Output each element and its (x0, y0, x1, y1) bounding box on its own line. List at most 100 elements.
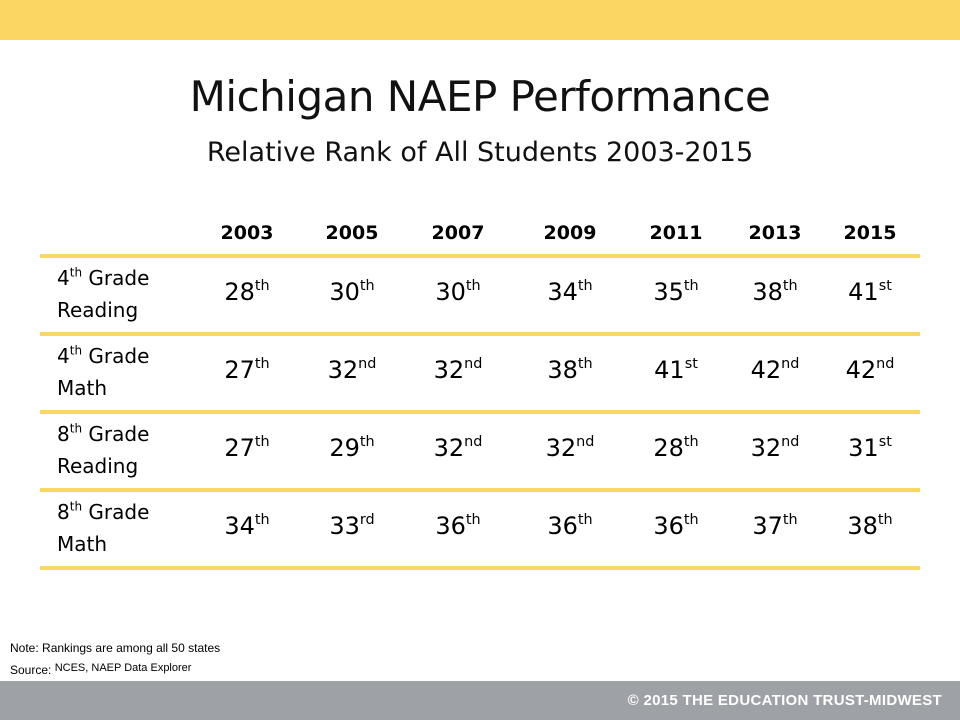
rank-suffix: th (254, 277, 270, 294)
row-label-ordinal: 4 (57, 266, 70, 290)
rank-cell: 28th (626, 434, 726, 462)
row-divider (40, 488, 920, 492)
rank-number: 31 (848, 434, 879, 462)
row-label-grade: Grade (88, 422, 150, 446)
rank-cell: 33rd (302, 512, 402, 540)
rank-suffix: st (878, 277, 892, 294)
rank-number: 27 (224, 434, 255, 462)
row-label-ordinal: 4 (57, 344, 70, 368)
rank-suffix: th (359, 433, 375, 450)
row-divider (40, 410, 920, 414)
rank-cell: 38th (520, 356, 620, 384)
row-label-subject: Math (57, 532, 108, 556)
row-divider (40, 332, 920, 336)
row-label-ordinal: 8 (57, 422, 70, 446)
rank-cell: 35th (626, 278, 726, 306)
rank-suffix: th (465, 511, 481, 528)
row-label-grade: Grade (88, 500, 150, 524)
rank-number: 29 (329, 434, 360, 462)
rank-cell: 34th (197, 512, 297, 540)
rank-number: 33 (329, 512, 360, 540)
rank-suffix: th (683, 511, 699, 528)
rank-number: 41 (654, 356, 685, 384)
rank-cell: 36th (626, 512, 726, 540)
rank-number: 36 (547, 512, 578, 540)
rank-suffix: nd (464, 433, 483, 450)
rank-suffix: st (878, 433, 892, 450)
page-title: Michigan NAEP Performance (189, 72, 771, 121)
year-header: 2015 (843, 222, 897, 244)
rank-number: 30 (435, 278, 466, 306)
year-header: 2003 (220, 222, 274, 244)
source-line: Source: NCES, NAEP Data Explorer (10, 662, 191, 677)
rank-cell: 29th (302, 434, 402, 462)
rank-cell: 41st (626, 356, 726, 384)
rank-suffix: th (254, 355, 270, 372)
rank-number: 37 (752, 512, 783, 540)
rank-suffix: th (683, 277, 699, 294)
rank-table: 2003 2005 2007 2009 2011 2013 2015 4th Grade Re… (40, 210, 920, 570)
rank-suffix: nd (781, 355, 800, 372)
note-line: Note: Rankings are among all 50 states (10, 641, 220, 655)
rank-number: 42 (750, 356, 782, 384)
rank-cell: 34th (520, 278, 620, 306)
rank-number: 34 (547, 278, 578, 306)
rank-suffix: nd (781, 433, 800, 450)
rank-suffix: th (254, 511, 270, 528)
rank-suffix: th (683, 433, 699, 450)
rank-suffix: nd (876, 355, 895, 372)
row-label-grade: Grade (88, 344, 150, 368)
top-accent-bar (0, 0, 960, 40)
rank-cell: 38th (820, 512, 920, 540)
page-subtitle: Relative Rank of All Students 2003-2015 (206, 137, 754, 168)
rank-suffix: th (359, 277, 375, 294)
rank-number: 34 (224, 512, 255, 540)
table-row: 4th Grade Math 27th 32nd 32nd 38th 41st 42nd 42n… (40, 336, 920, 410)
table-row: 4th Grade Reading 28th 30th 30th 34th 35th 38th… (40, 258, 920, 332)
rank-number: 36 (653, 512, 684, 540)
rank-suffix: th (254, 433, 270, 450)
rank-suffix: th (782, 277, 798, 294)
row-label-suffix: th (69, 499, 83, 514)
rank-cell: 32nd (302, 356, 402, 384)
rank-cell: 36th (408, 512, 508, 540)
rank-number: 35 (653, 278, 684, 306)
rank-suffix: th (577, 355, 593, 372)
copyright-text: © 2015 THE EDUCATION TRUST-MIDWEST (627, 692, 942, 709)
rank-cell: 36th (520, 512, 620, 540)
footer-bar: © 2015 THE EDUCATION TRUST-MIDWEST (0, 681, 960, 720)
row-label: 4th Grade Math (57, 340, 207, 404)
rank-suffix: th (577, 277, 593, 294)
rank-cell: 30th (408, 278, 508, 306)
rank-number: 27 (224, 356, 255, 384)
note-label: Note: (10, 641, 39, 655)
rank-number: 30 (329, 278, 360, 306)
row-divider (40, 566, 920, 570)
rank-number: 42 (845, 356, 877, 384)
rank-number: 28 (653, 434, 684, 462)
rank-cell: 41st (820, 278, 920, 306)
row-label-suffix: th (69, 343, 83, 358)
rank-cell: 32nd (520, 434, 620, 462)
source-label: Source: (10, 663, 52, 677)
rank-cell: 27th (197, 356, 297, 384)
row-label-subject: Reading (57, 298, 139, 322)
row-label-ordinal: 8 (57, 500, 70, 524)
year-header: 2013 (748, 222, 802, 244)
rank-number: 32 (750, 434, 782, 462)
rank-cell: 32nd (725, 434, 825, 462)
rank-number: 32 (433, 434, 465, 462)
rank-number: 32 (545, 434, 577, 462)
year-header: 2005 (325, 222, 379, 244)
rank-number: 41 (848, 278, 879, 306)
rank-number: 32 (433, 356, 465, 384)
rank-cell: 30th (302, 278, 402, 306)
rank-cell: 28th (197, 278, 297, 306)
row-divider (40, 254, 920, 258)
rank-cell: 38th (725, 278, 825, 306)
row-label-subject: Math (57, 376, 108, 400)
note-text: Rankings are among all 50 states (42, 641, 221, 655)
rank-number: 38 (547, 356, 578, 384)
year-header: 2007 (431, 222, 485, 244)
row-label: 8th Grade Reading (57, 418, 207, 482)
